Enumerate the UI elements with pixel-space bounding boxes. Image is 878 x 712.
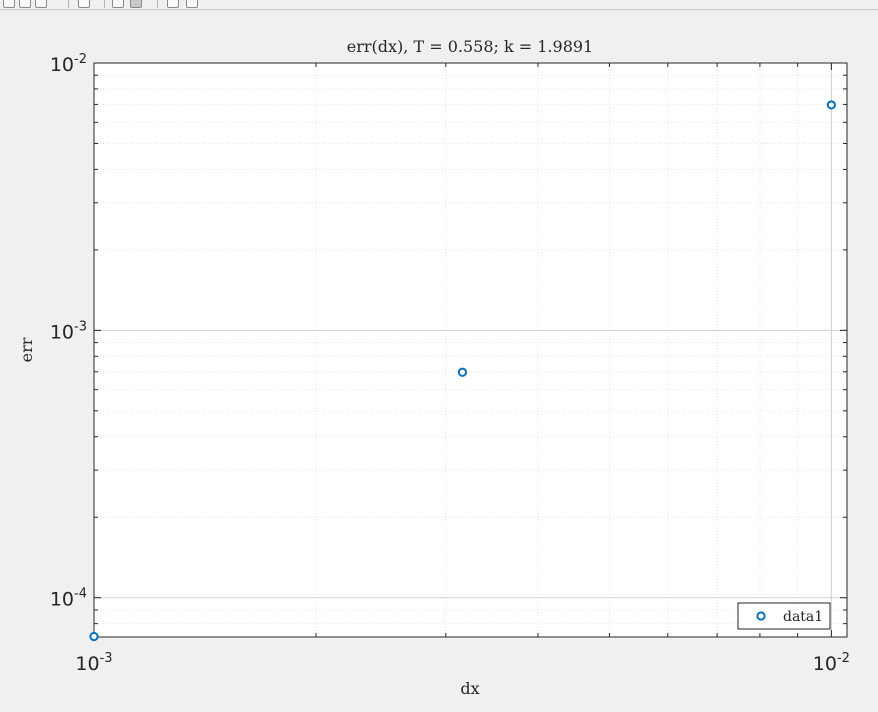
save-icon[interactable] <box>3 0 15 8</box>
y-tick-label: 10-4 <box>50 587 87 611</box>
legend-box <box>737 602 831 630</box>
legend-marker-data1 <box>756 611 766 621</box>
print-icon[interactable] <box>19 0 31 8</box>
x-tick-label: 10-2 <box>813 651 850 675</box>
figure-toolbar <box>0 0 878 10</box>
y-tick-label: 10-3 <box>50 319 87 343</box>
y-axis-label: err <box>17 337 36 362</box>
data-point[interactable] <box>826 100 836 110</box>
toolbar-separator <box>104 0 105 8</box>
x-tick-labels: 10-3 10-2 <box>75 651 850 675</box>
link-icon[interactable] <box>186 0 198 8</box>
data-point[interactable] <box>457 367 468 377</box>
pan-icon[interactable] <box>112 0 124 8</box>
y-tick-label: 10-2 <box>50 52 87 76</box>
data-point[interactable] <box>89 631 99 642</box>
chart-title: err(dx), T = 0.558; k = 1.9891 <box>347 37 593 56</box>
data-cursor-icon[interactable] <box>130 0 142 8</box>
axes-box <box>93 62 848 638</box>
insert-legend-icon[interactable] <box>167 0 179 8</box>
x-tick-label: 10-3 <box>75 651 112 675</box>
legend-label-data1: data1 <box>783 609 823 625</box>
toolbar-separator <box>157 0 158 8</box>
axes-background <box>94 63 847 637</box>
data-series-data1[interactable] <box>89 100 836 642</box>
insert-colorbar-icon[interactable] <box>35 0 47 8</box>
legend[interactable]: data1 <box>737 602 831 630</box>
zoom-icon[interactable] <box>78 0 90 8</box>
toolbar-separator <box>68 0 69 8</box>
x-axis-label: dx <box>460 679 479 698</box>
y-tick-labels: 10-4 10-3 10-2 <box>50 52 87 611</box>
